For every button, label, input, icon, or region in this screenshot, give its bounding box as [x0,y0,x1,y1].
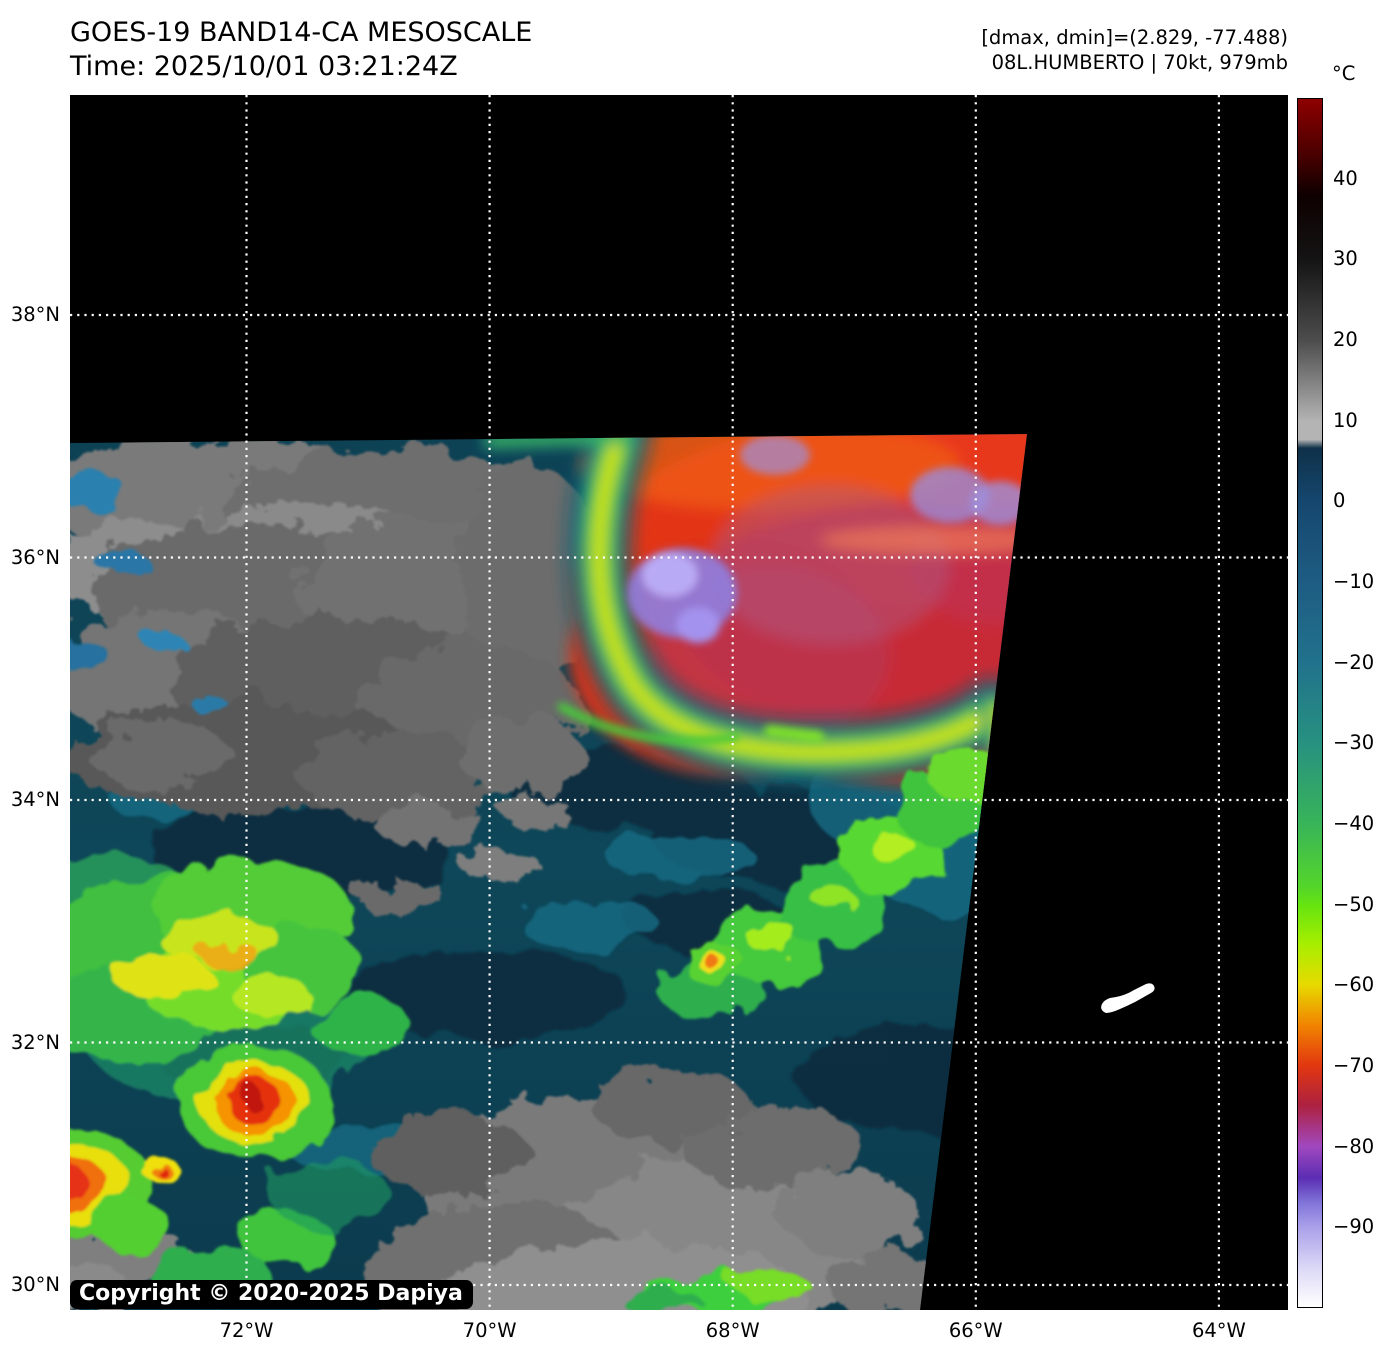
bermuda-island-shape [1101,983,1155,1013]
colorbar-tick: −50 [1333,892,1375,916]
latitude-axis-labels: 38°N 36°N 34°N 32°N 30°N [0,95,62,1310]
diagonal-convection-band [655,745,1010,1020]
lon-label: 68°W [705,1319,760,1342]
storm-annotation: 08L.HUMBERTO | 70kt, 979mb [991,50,1288,74]
colorbar-tick: −60 [1333,973,1375,997]
timestamp: Time: 2025/10/01 03:21:24Z [70,51,458,82]
colorbar-tick: −70 [1333,1054,1375,1077]
lat-label: 32°N [10,1030,60,1054]
lon-label: 70°W [462,1319,517,1342]
colorbar-unit-label: °C [1332,62,1356,85]
lon-label: 66°W [948,1319,1003,1342]
lon-label: 64°W [1191,1319,1246,1342]
lat-label: 38°N [10,303,60,326]
colorbar-tick: −10 [1333,570,1375,593]
thin-green-filament [557,702,824,746]
gray-low-clouds-bottom [70,1070,950,1310]
colorbar-tick: 20 [1333,328,1358,351]
blue-cloud-bits [70,470,228,714]
colorbar-tick: 0 [1333,489,1346,513]
convection-lower-left [70,855,410,1305]
colorbar-tick: −90 [1333,1215,1375,1239]
colorbar-tick: −80 [1333,1134,1375,1158]
colorbar-tick: −40 [1333,812,1375,835]
page-title: GOES-19 BAND14-CA MESOSCALE [70,17,533,48]
storm-eye-violet-tops [627,435,1027,643]
satellite-imagery-svg [70,95,1288,1310]
colorbar-tick: −20 [1333,650,1375,674]
lat-label: 36°N [10,545,60,569]
title-block: GOES-19 BAND14-CA MESOSCALE Time: 2025/1… [70,16,532,84]
colorbar-tick: 40 [1333,166,1358,190]
gray-low-clouds-upper-left [70,435,600,913]
annotation-block: [dmax, dmin]=(2.829, -77.488) 08L.HUMBER… [981,26,1288,75]
lat-label: 34°N [10,788,60,811]
colorbar-gradient [1297,98,1323,1308]
colorbar-tick-labels: 40 30 20 10 0 −10 −20 −30 −40 −50 −60 −70 −80 −90 [1333,98,1389,1308]
colorbar-tick: −30 [1333,731,1375,755]
range-annotation: [dmax, dmin]=(2.829, -77.488) [981,26,1288,49]
colorbar-tick: 30 [1333,247,1358,271]
map-plot-area [70,95,1288,1310]
lon-label: 72°W [219,1319,274,1342]
longitude-axis-labels: 72°W 70°W 68°W 66°W 64°W [70,1319,1288,1349]
colorbar-tick: 10 [1333,408,1358,432]
copyright-badge: Copyright © 2020-2025 Dapiya [70,1280,473,1309]
lat-label: 30°N [10,1273,60,1296]
